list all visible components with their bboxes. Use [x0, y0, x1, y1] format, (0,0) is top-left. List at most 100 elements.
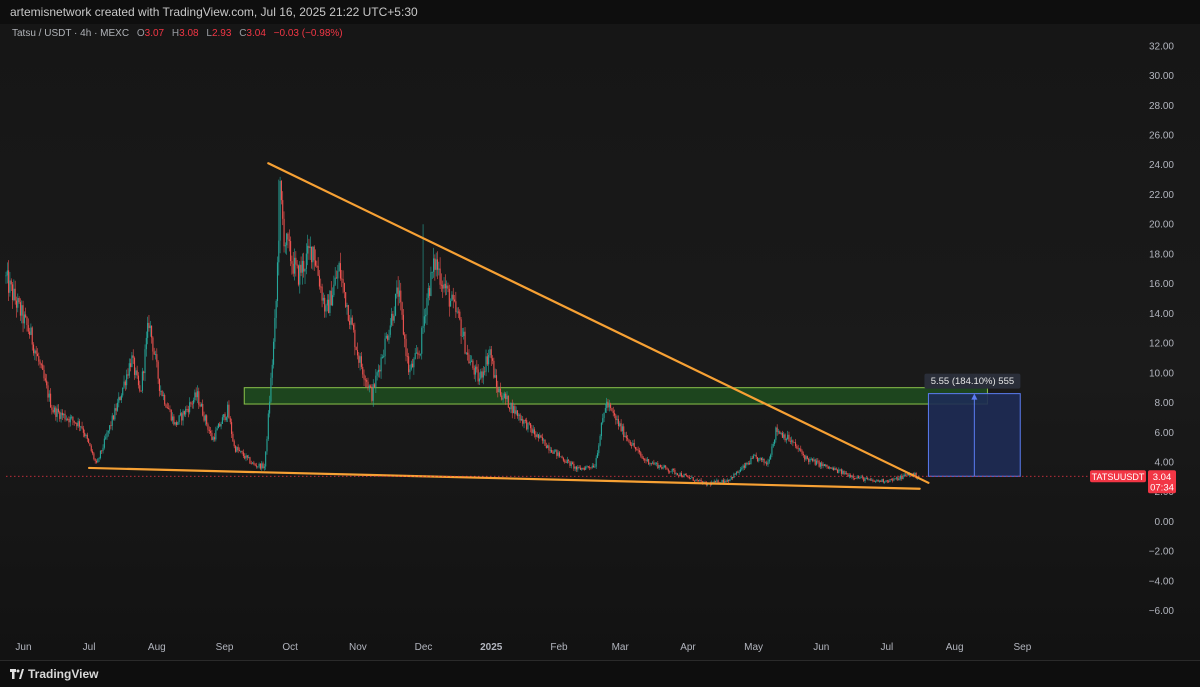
candle-body	[506, 395, 508, 400]
candle-body	[459, 311, 461, 320]
price-chart[interactable]: 32.00 30.00 28.00 26.00 24.00 22.00 20.00 18.00…	[0, 24, 1200, 660]
candle-body	[102, 447, 104, 451]
candle-body	[889, 479, 891, 482]
candle-body	[12, 284, 14, 301]
candle-body	[537, 434, 540, 438]
candle-body	[288, 239, 290, 242]
candle-body	[607, 401, 609, 408]
candle-body	[680, 473, 682, 477]
candle-body	[864, 478, 866, 482]
candle-body	[658, 465, 660, 469]
candle-body	[421, 328, 423, 354]
candle-body	[899, 475, 902, 479]
candle-body	[895, 477, 898, 479]
candle-body	[739, 469, 741, 472]
candle-body	[556, 449, 558, 456]
candle-body	[679, 473, 681, 476]
candle-body	[722, 479, 724, 483]
candle-body	[338, 263, 340, 272]
candle-body	[860, 476, 862, 478]
candle-body	[228, 404, 230, 419]
symbol-tag-text: TATSUUSDT	[1092, 472, 1145, 482]
candle-body	[733, 473, 735, 479]
candle-body	[10, 280, 12, 285]
candle-body	[535, 434, 537, 437]
candle-body	[206, 415, 208, 425]
candle-body	[822, 464, 824, 467]
candle-body	[141, 371, 143, 391]
candle-body	[735, 471, 738, 475]
y-tick-label: 0.00	[1155, 517, 1175, 528]
candle-body	[657, 463, 659, 469]
candle-body	[753, 455, 755, 459]
candle-body	[598, 445, 600, 454]
candle-body	[482, 371, 484, 378]
symbol-price-tag[interactable]	[1090, 470, 1146, 483]
candle-body	[52, 409, 54, 413]
candle-body	[186, 408, 188, 410]
descending-trendline[interactable]	[267, 162, 930, 484]
candle-body	[690, 477, 692, 479]
candle-body	[427, 288, 429, 298]
candle-body	[217, 423, 220, 429]
candle-body	[678, 474, 680, 476]
candle-body	[343, 283, 345, 293]
candle-body	[745, 462, 747, 468]
candle-body	[575, 466, 578, 470]
candle-body	[448, 288, 450, 307]
candle-body	[465, 352, 467, 354]
candle-body	[152, 337, 154, 352]
candle-body	[84, 432, 86, 437]
candle-body	[760, 457, 762, 460]
candle-body	[557, 452, 559, 456]
candle-body	[536, 434, 538, 437]
candle-body	[252, 462, 254, 464]
candle-body	[185, 408, 187, 415]
y-tick-label: 30.00	[1149, 71, 1174, 82]
candle-body	[270, 377, 272, 402]
candle-body	[503, 393, 505, 399]
candle-body	[806, 456, 808, 459]
candle-body	[29, 331, 31, 335]
symbol-label: Tatsu / USDT · 4h · MEXC	[12, 28, 130, 39]
candle-body	[893, 478, 895, 481]
candle-body	[642, 458, 644, 459]
candle-body	[423, 316, 425, 326]
candle-body	[481, 371, 483, 378]
candle-body	[625, 435, 627, 439]
candle-body	[392, 313, 394, 321]
candle-body	[359, 356, 361, 363]
candle-body	[347, 305, 349, 321]
candle-body	[269, 401, 271, 414]
candle-body	[700, 479, 702, 482]
candle-body	[200, 404, 202, 407]
candle-body	[99, 450, 101, 459]
candle-body	[321, 286, 323, 301]
candle-body	[675, 473, 677, 475]
candle-body	[697, 480, 700, 481]
candle-body	[821, 462, 823, 467]
candle-body	[444, 283, 446, 289]
candle-body	[825, 464, 827, 467]
price-tag[interactable]	[1148, 470, 1176, 494]
y-tick-label: −4.00	[1149, 576, 1175, 587]
candle-body	[802, 453, 804, 456]
candle-body	[507, 395, 509, 408]
candle-body	[863, 477, 865, 482]
candle-body	[23, 314, 25, 324]
candle-body	[204, 415, 206, 421]
candle-body	[258, 463, 260, 467]
candle-body	[284, 245, 286, 247]
candle-body	[662, 467, 664, 469]
support-trendline[interactable]	[87, 466, 921, 490]
candle-body	[714, 481, 717, 482]
candle-body	[32, 344, 35, 354]
candle-body	[139, 385, 141, 391]
y-tick-label: 24.00	[1149, 160, 1174, 171]
candle-body	[869, 479, 871, 481]
chart-area[interactable]: 32.00 30.00 28.00 26.00 24.00 22.00 20.00 18.00…	[0, 24, 1200, 660]
supply-zone[interactable]	[243, 387, 988, 405]
candle-body	[699, 479, 701, 481]
candle-body	[545, 445, 547, 449]
candle-body	[27, 325, 29, 332]
